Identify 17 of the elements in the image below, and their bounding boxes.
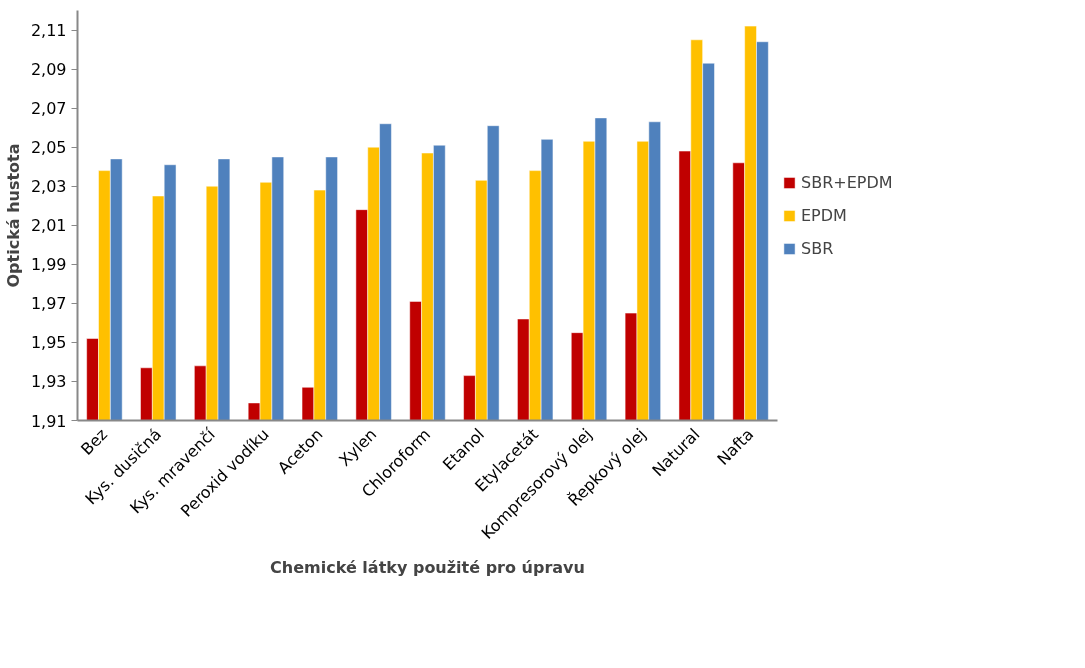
legend-label: SBR+EPDM [801, 172, 893, 192]
y-tick-label: 2,01 [30, 216, 67, 236]
legend-label: SBR [801, 238, 834, 258]
y-tick-label: 1,99 [30, 255, 67, 275]
y-tick-label: 2,07 [30, 99, 67, 119]
y-axis-title: Optická hustota [3, 143, 23, 288]
legend-label: EPDM [801, 205, 847, 225]
x-axis-title: Chemické látky použité pro úpravu [270, 557, 585, 577]
y-tick-label: 1,93 [30, 372, 67, 392]
y-tick-label: 2,05 [30, 138, 67, 158]
y-tick-label: 1,91 [30, 411, 67, 431]
y-tick-label: 2,11 [30, 21, 67, 41]
y-tick-label: 2,09 [30, 60, 67, 80]
x-tick-label: Bez [77, 424, 112, 459]
y-tick-label: 2,03 [30, 177, 67, 197]
y-tick-label: 1,95 [30, 333, 67, 353]
y-tick-label: 1,97 [30, 294, 67, 314]
